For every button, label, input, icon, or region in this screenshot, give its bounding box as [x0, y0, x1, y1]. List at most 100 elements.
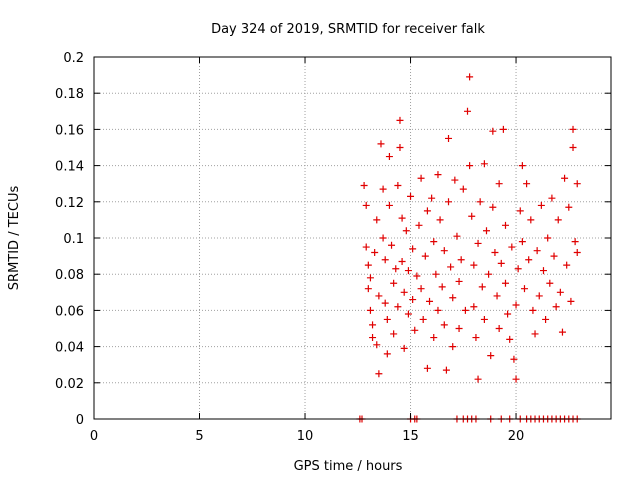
data-point	[430, 334, 438, 342]
data-point	[485, 270, 493, 278]
data-point	[493, 292, 501, 300]
data-point	[466, 73, 474, 81]
data-point	[432, 270, 440, 278]
data-point	[428, 194, 436, 202]
data-point	[407, 192, 415, 200]
x-tick-label: 5	[195, 429, 203, 444]
data-point	[495, 325, 503, 332]
data-point	[523, 180, 531, 188]
data-point	[402, 227, 410, 235]
data-point	[417, 285, 425, 293]
x-tick-label: 0	[90, 429, 98, 444]
data-point	[440, 321, 448, 329]
data-point	[371, 248, 379, 256]
x-tick-labels: 0 5 10 15 20	[90, 429, 524, 444]
data-point	[409, 245, 417, 253]
data-point	[512, 375, 520, 383]
data-point	[419, 315, 427, 323]
data-point	[388, 241, 396, 249]
data-point	[506, 335, 514, 343]
data-point	[497, 259, 505, 267]
x-tick-label: 15	[402, 429, 419, 444]
data-point	[558, 328, 566, 336]
data-point	[491, 248, 499, 256]
data-point	[504, 310, 512, 318]
data-point	[364, 261, 372, 269]
data-point	[413, 272, 421, 280]
data-point	[531, 330, 539, 338]
data-point	[383, 350, 391, 358]
data-point	[567, 297, 575, 305]
data-point	[482, 227, 490, 235]
data-point	[381, 256, 389, 264]
data-point	[518, 238, 526, 246]
data-point	[525, 256, 533, 264]
data-point	[529, 306, 537, 314]
data-point	[480, 160, 488, 168]
data-point	[445, 198, 453, 206]
data-point	[457, 256, 465, 264]
data-point	[375, 292, 383, 300]
data-point	[404, 310, 412, 318]
chart-title: Day 324 of 2019, SRMTID for receiver fal…	[211, 22, 485, 37]
data-point	[375, 370, 383, 378]
y-tick-label: 0.16	[55, 123, 84, 138]
y-tick-label: 0.14	[55, 160, 84, 175]
data-point	[489, 203, 497, 211]
data-point	[394, 182, 402, 190]
data-point	[385, 153, 393, 161]
data-point	[394, 303, 402, 311]
data-point	[514, 265, 522, 273]
data-point	[445, 134, 453, 142]
data-point	[442, 366, 450, 374]
data-point	[440, 247, 448, 255]
y-tick-label: 0.12	[55, 196, 84, 211]
data-point	[373, 341, 381, 349]
data-point	[377, 140, 385, 148]
data-point	[571, 238, 579, 246]
data-point	[426, 297, 434, 305]
data-point	[533, 247, 541, 255]
data-point	[476, 198, 484, 206]
data-point	[516, 207, 524, 215]
data-point	[537, 201, 545, 209]
data-point	[487, 352, 495, 360]
y-tick-labels: 0 0.02 0.04 0.06 0.08 0.1 0.12 0.14 0.16 0.18 0.2	[55, 51, 84, 428]
data-point	[369, 321, 377, 329]
data-point	[396, 144, 404, 151]
data-point	[417, 174, 425, 182]
data-point	[434, 171, 442, 179]
data-point	[501, 279, 509, 287]
data-point	[470, 303, 478, 311]
data-point	[379, 234, 387, 242]
y-tick-label: 0.1	[63, 232, 84, 247]
data-point	[489, 127, 497, 135]
data-point	[459, 185, 467, 193]
data-point	[379, 185, 387, 193]
data-point	[409, 296, 417, 304]
y-tick-label: 0.18	[55, 87, 84, 102]
data-point	[455, 325, 463, 332]
data-point	[360, 182, 368, 190]
data-point	[455, 277, 463, 285]
data-point	[542, 315, 550, 323]
data-point	[373, 216, 381, 224]
data-point	[569, 125, 577, 133]
data-point	[556, 288, 564, 296]
data-point	[398, 258, 406, 266]
data-point	[478, 283, 486, 291]
data-point	[573, 248, 581, 256]
data-point	[447, 263, 455, 271]
data-point	[552, 303, 560, 311]
data-point	[411, 326, 419, 334]
data-point	[404, 267, 412, 275]
data-point	[508, 243, 516, 251]
grid	[94, 57, 611, 419]
y-tick-label: 0.06	[55, 304, 84, 319]
x-tick-label: 20	[508, 429, 525, 444]
data-point	[548, 194, 556, 202]
data-point	[398, 214, 406, 222]
y-axis-label: SRMTID / TECUs	[7, 186, 22, 291]
data-point	[430, 238, 438, 246]
